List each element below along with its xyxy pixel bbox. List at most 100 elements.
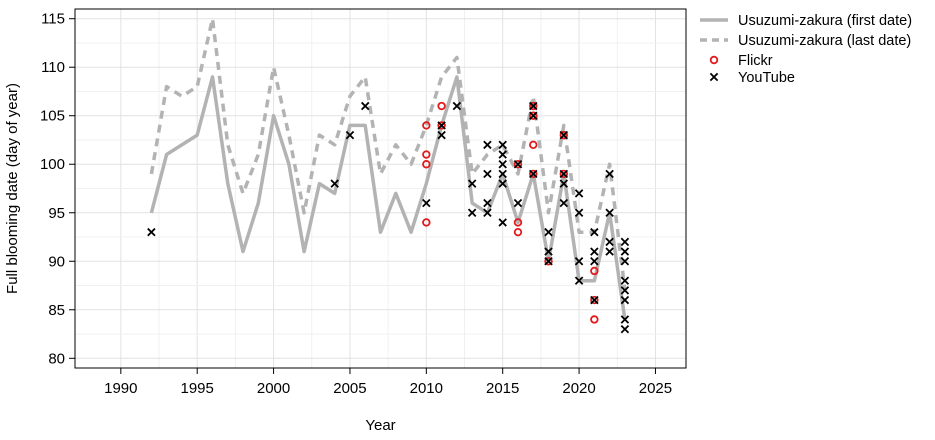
cross-stroke: [498, 140, 507, 150]
cross-stroke: [620, 324, 630, 334]
cross-stroke: [437, 121, 446, 130]
cross-stroke: [559, 169, 569, 179]
flickr-point: [529, 140, 538, 150]
series-line-last-date: [149, 16, 627, 291]
y-axis: 80 85 90 95 100 105 110 115: [40, 11, 75, 367]
cross-stroke: [529, 101, 538, 111]
x-tick-label: 1990: [104, 380, 137, 397]
cross-stroke: [483, 208, 492, 217]
youtube-point: [330, 179, 339, 188]
x-tick-label: 2015: [486, 380, 519, 397]
youtube-point: [437, 121, 446, 130]
cross-stroke: [498, 169, 507, 179]
youtube-point: [559, 198, 569, 208]
youtube-point: [147, 227, 156, 237]
youtube-point: [620, 276, 630, 285]
youtube-point: [498, 150, 507, 159]
cross-stroke: [559, 130, 569, 140]
legend-label-first-date: Usuzumi-zakura (first date): [738, 13, 912, 29]
y-tick-label: 80: [48, 350, 65, 367]
youtube-point: [590, 247, 599, 256]
youtube-point: [590, 295, 599, 305]
cross-stroke: [513, 198, 523, 208]
cross-stroke: [483, 169, 492, 179]
flickr-point: [590, 295, 599, 305]
youtube-point: [498, 218, 507, 227]
cross-stroke: [620, 257, 630, 266]
legend-label-flickr: Flickr: [738, 53, 773, 69]
youtube-point: [529, 111, 538, 120]
youtube-point: [498, 179, 507, 188]
points-layer: [147, 101, 630, 334]
youtube-point: [620, 237, 630, 247]
cross-stroke: [360, 101, 370, 111]
cross-stroke: [467, 179, 477, 188]
cross-stroke: [345, 130, 355, 140]
youtube-point: [574, 208, 584, 217]
youtube-point: [467, 208, 477, 217]
cross-stroke: [574, 257, 584, 266]
cross-stroke: [574, 189, 584, 198]
cross-stroke: [574, 208, 584, 217]
legend-swatch-youtube: [709, 72, 719, 82]
cross-stroke: [620, 295, 630, 305]
youtube-point: [483, 208, 492, 217]
flickr-point: [529, 169, 538, 179]
youtube-point: [422, 198, 431, 208]
cross-stroke: [330, 179, 339, 188]
flickr-point: [422, 121, 431, 130]
cross-stroke: [498, 150, 507, 159]
cross-stroke: [483, 140, 492, 150]
youtube-point: [529, 169, 538, 179]
x-tick-label: 2025: [639, 380, 672, 397]
cross-stroke: [574, 276, 584, 285]
cross-stroke: [529, 169, 538, 179]
cross-stroke: [452, 101, 462, 111]
cross-stroke: [483, 198, 492, 208]
youtube-point: [620, 247, 630, 256]
plot-frame: [74, 8, 687, 369]
youtube-point: [559, 169, 569, 179]
youtube-point: [498, 140, 507, 150]
cross-stroke: [590, 227, 599, 237]
cross-stroke: [605, 208, 614, 217]
cross-stroke: [620, 315, 630, 324]
x-tick-label: 1995: [181, 380, 214, 397]
youtube-point: [559, 179, 569, 188]
youtube-point: [483, 169, 492, 179]
youtube-point: [544, 227, 553, 237]
youtube-point: [437, 130, 446, 140]
cross-stroke: [544, 247, 553, 256]
cross-stroke: [620, 286, 630, 295]
cross-stroke: [605, 247, 614, 256]
flickr-point: [544, 257, 553, 266]
x-tick-label: 2020: [562, 380, 595, 397]
cross-stroke: [513, 160, 523, 169]
cross-stroke: [559, 179, 569, 188]
youtube-point: [620, 286, 630, 295]
youtube-point: [620, 315, 630, 324]
youtube-point: [620, 257, 630, 266]
cross-stroke: [422, 198, 431, 208]
youtube-point: [620, 295, 630, 305]
flickr-point: [559, 130, 568, 140]
cross-stroke: [605, 169, 614, 179]
cross-stroke: [544, 257, 553, 266]
flickr-point: [590, 266, 599, 276]
cross-stroke: [620, 247, 630, 256]
flickr-point: [590, 315, 599, 324]
x-tick-label: 2010: [410, 380, 443, 397]
y-tick-label: 110: [41, 59, 65, 76]
youtube-point: [544, 247, 553, 256]
youtube-point: [498, 160, 507, 169]
flickr-point: [529, 101, 538, 111]
youtube-point: [590, 257, 599, 266]
flickr-point: [422, 160, 431, 169]
legend-swatch-flickr: [709, 55, 719, 65]
cross-stroke: [467, 208, 477, 217]
flickr-point: [437, 101, 446, 111]
cross-stroke: [590, 257, 599, 266]
youtube-point: [498, 169, 507, 179]
